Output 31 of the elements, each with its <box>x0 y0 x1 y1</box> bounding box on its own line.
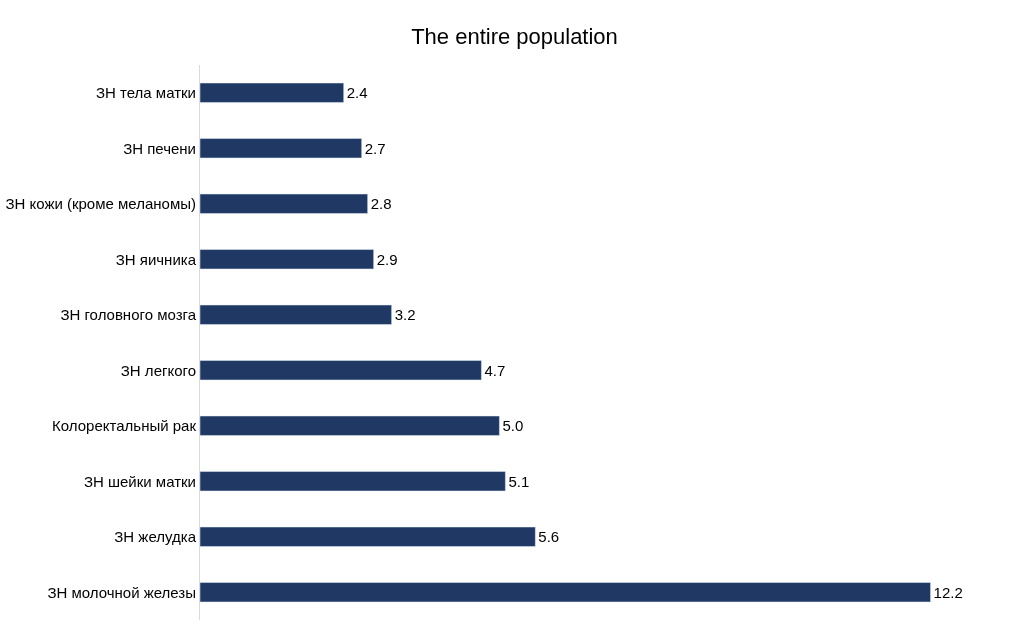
bar <box>200 471 506 492</box>
data-label: 2.9 <box>376 250 398 268</box>
data-label: 2.7 <box>364 139 386 157</box>
bar <box>200 82 344 103</box>
y-tick-label: ЗН головного мозга <box>60 306 197 323</box>
bar <box>200 415 500 436</box>
y-tick-label: ЗН желудка <box>114 528 197 545</box>
chart-title: The entire population <box>411 23 618 49</box>
bar <box>200 249 374 270</box>
y-tick-label: ЗН шейки матки <box>83 472 196 490</box>
data-label: 2.4 <box>346 84 368 102</box>
y-tick-label: ЗН молочной железы <box>47 583 196 601</box>
y-tick-label: ЗН кожи (кроме меланомы) <box>5 195 196 212</box>
bar <box>200 582 931 603</box>
data-label: 5.0 <box>502 417 524 435</box>
data-label: 5.6 <box>538 528 560 546</box>
y-tick-label: ЗН тела матки <box>95 84 196 101</box>
y-tick-label: ЗН печени <box>123 139 196 157</box>
data-label: 4.7 <box>484 361 506 379</box>
bar <box>200 526 536 547</box>
y-tick-label: ЗН легкого <box>120 361 196 379</box>
bar <box>200 193 368 214</box>
y-tick-label: Колоректальный рак <box>52 417 197 434</box>
data-label: 12.2 <box>933 583 963 601</box>
data-label: 3.2 <box>394 306 416 324</box>
bar <box>200 304 392 325</box>
bar <box>200 138 362 159</box>
y-tick-label: ЗН яичника <box>115 250 197 268</box>
data-label: 2.8 <box>370 195 392 213</box>
bar <box>200 360 482 381</box>
data-label: 5.1 <box>508 472 530 490</box>
